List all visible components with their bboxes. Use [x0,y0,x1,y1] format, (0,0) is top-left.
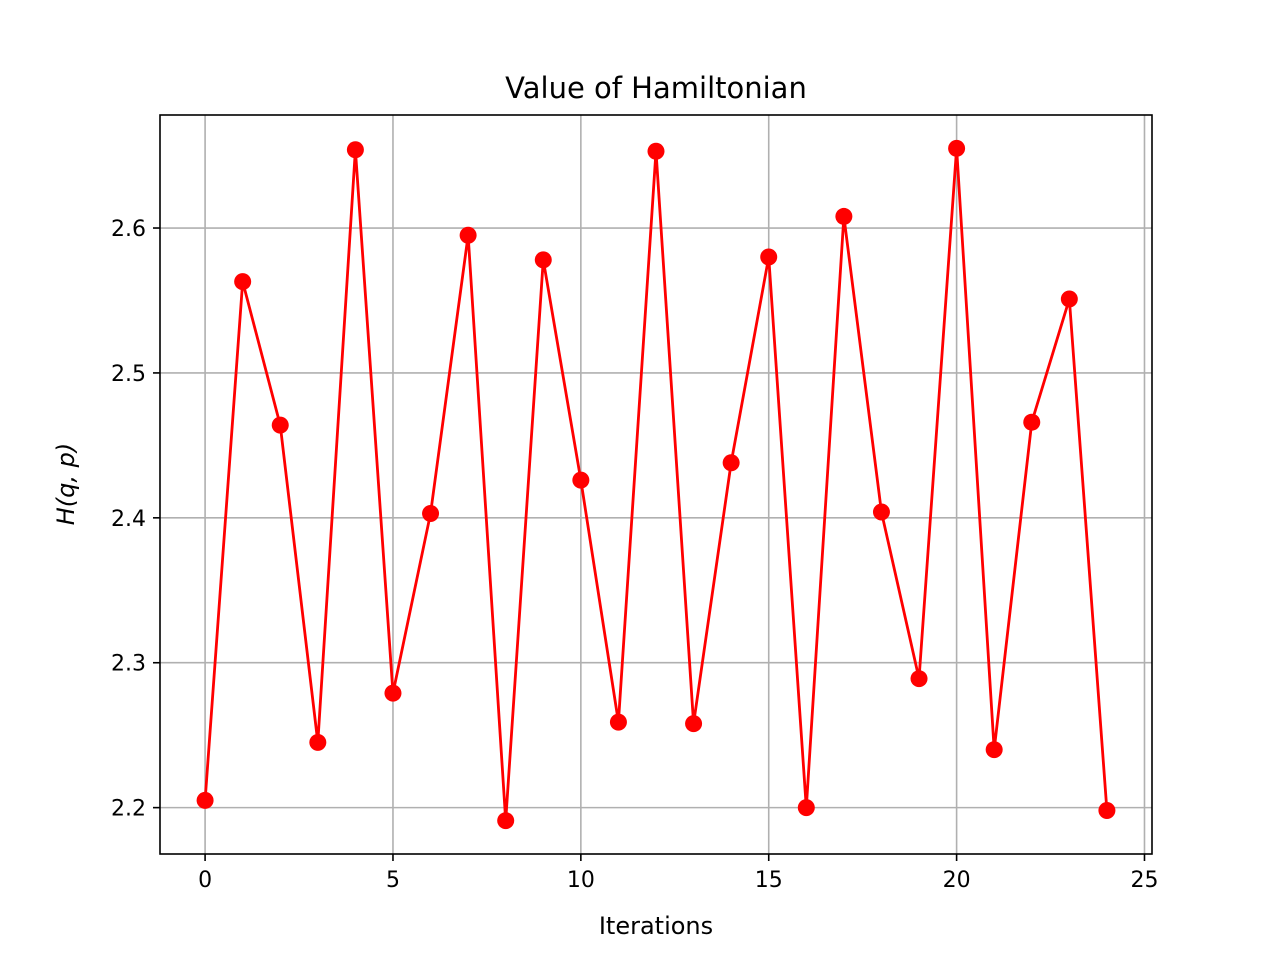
data-point [910,670,928,688]
x-tick-label: 5 [386,868,400,893]
data-point [497,812,515,830]
y-axis-title: H(q, p) [52,443,80,526]
ticks-layer: 0 5 10 15 20 25 2.2 2.3 2.4 2.5 2.6 [111,217,1158,893]
y-tick-label: 2.6 [111,217,146,242]
series-line [203,146,1109,823]
data-point [1098,802,1116,820]
data-point [872,503,890,521]
x-tick-label: 10 [567,868,595,893]
y-tick-label: 2.5 [111,362,146,387]
data-point [722,454,740,472]
y-tick-label: 2.4 [111,507,146,532]
data-point [384,684,402,702]
x-tick-label: 20 [943,868,971,893]
data-point [797,799,815,817]
data-point [685,715,703,733]
data-point [985,741,1003,759]
data-point [572,471,590,489]
series-layer [196,139,1116,830]
data-point [760,248,778,266]
data-point [534,251,552,269]
data-point [309,733,327,751]
x-tick-label: 15 [755,868,783,893]
data-point [835,207,853,225]
x-tick-label: 25 [1130,868,1158,893]
data-point [234,273,252,291]
data-point [196,791,214,809]
data-point [948,139,966,157]
data-point [271,416,289,434]
data-point [346,141,364,159]
chart-title: Value of Hamiltonian [505,71,807,105]
data-point [1060,290,1078,308]
data-point [459,226,477,244]
plot-frame [159,114,1153,855]
x-tick-label: 0 [198,868,212,893]
x-axis-title: Iterations [599,912,713,940]
grid-layer [160,115,1152,854]
data-point [647,142,665,160]
y-tick-label: 2.2 [111,797,146,822]
data-point [1023,413,1041,431]
y-tick-label: 2.3 [111,652,146,677]
data-point [422,504,440,522]
data-point [609,713,627,731]
